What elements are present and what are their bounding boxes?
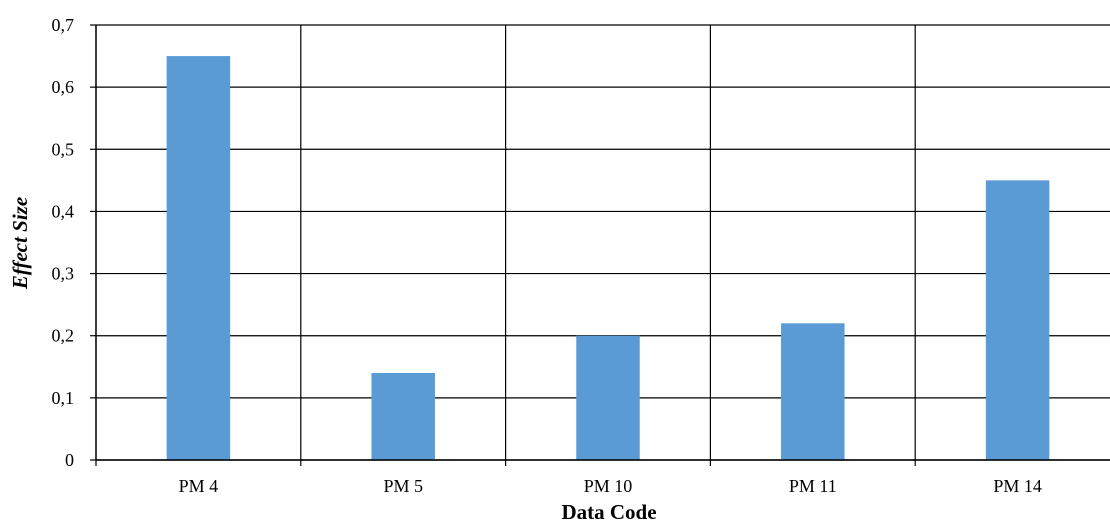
x-tick-label: PM 11 [789, 476, 837, 496]
bar [985, 180, 1050, 460]
x-tick-label: PM 4 [179, 476, 219, 496]
y-tick-label: 0,1 [52, 388, 75, 408]
y-tick-label: 0,5 [52, 139, 75, 159]
y-tick-labels: 0 0,1 0,2 0,3 0,4 0,5 0,6 0,7 [52, 15, 75, 470]
y-tick-label: 0,3 [52, 264, 75, 284]
x-axis-title: Data Code [561, 500, 656, 524]
grid-lines [95, 24, 1110, 461]
x-tick-label: PM 10 [584, 476, 633, 496]
bar [781, 323, 845, 460]
bar [166, 56, 231, 460]
bars [166, 56, 1050, 460]
x-tick-label: PM 14 [993, 476, 1042, 496]
y-tick-label: 0,4 [52, 201, 75, 221]
x-tick-label: PM 5 [383, 476, 423, 496]
bar [371, 373, 435, 460]
y-axis-title: Effect Size [8, 197, 32, 290]
y-tick-label: 0,6 [52, 77, 75, 97]
axes [90, 24, 1110, 466]
y-tick-label: 0,7 [52, 15, 75, 35]
x-tick-labels: PM 4 PM 5 PM 10 PM 11 PM 14 [179, 476, 1042, 496]
y-tick-label: 0,2 [52, 326, 75, 346]
bar [576, 335, 640, 460]
y-tick-label: 0 [65, 450, 74, 470]
